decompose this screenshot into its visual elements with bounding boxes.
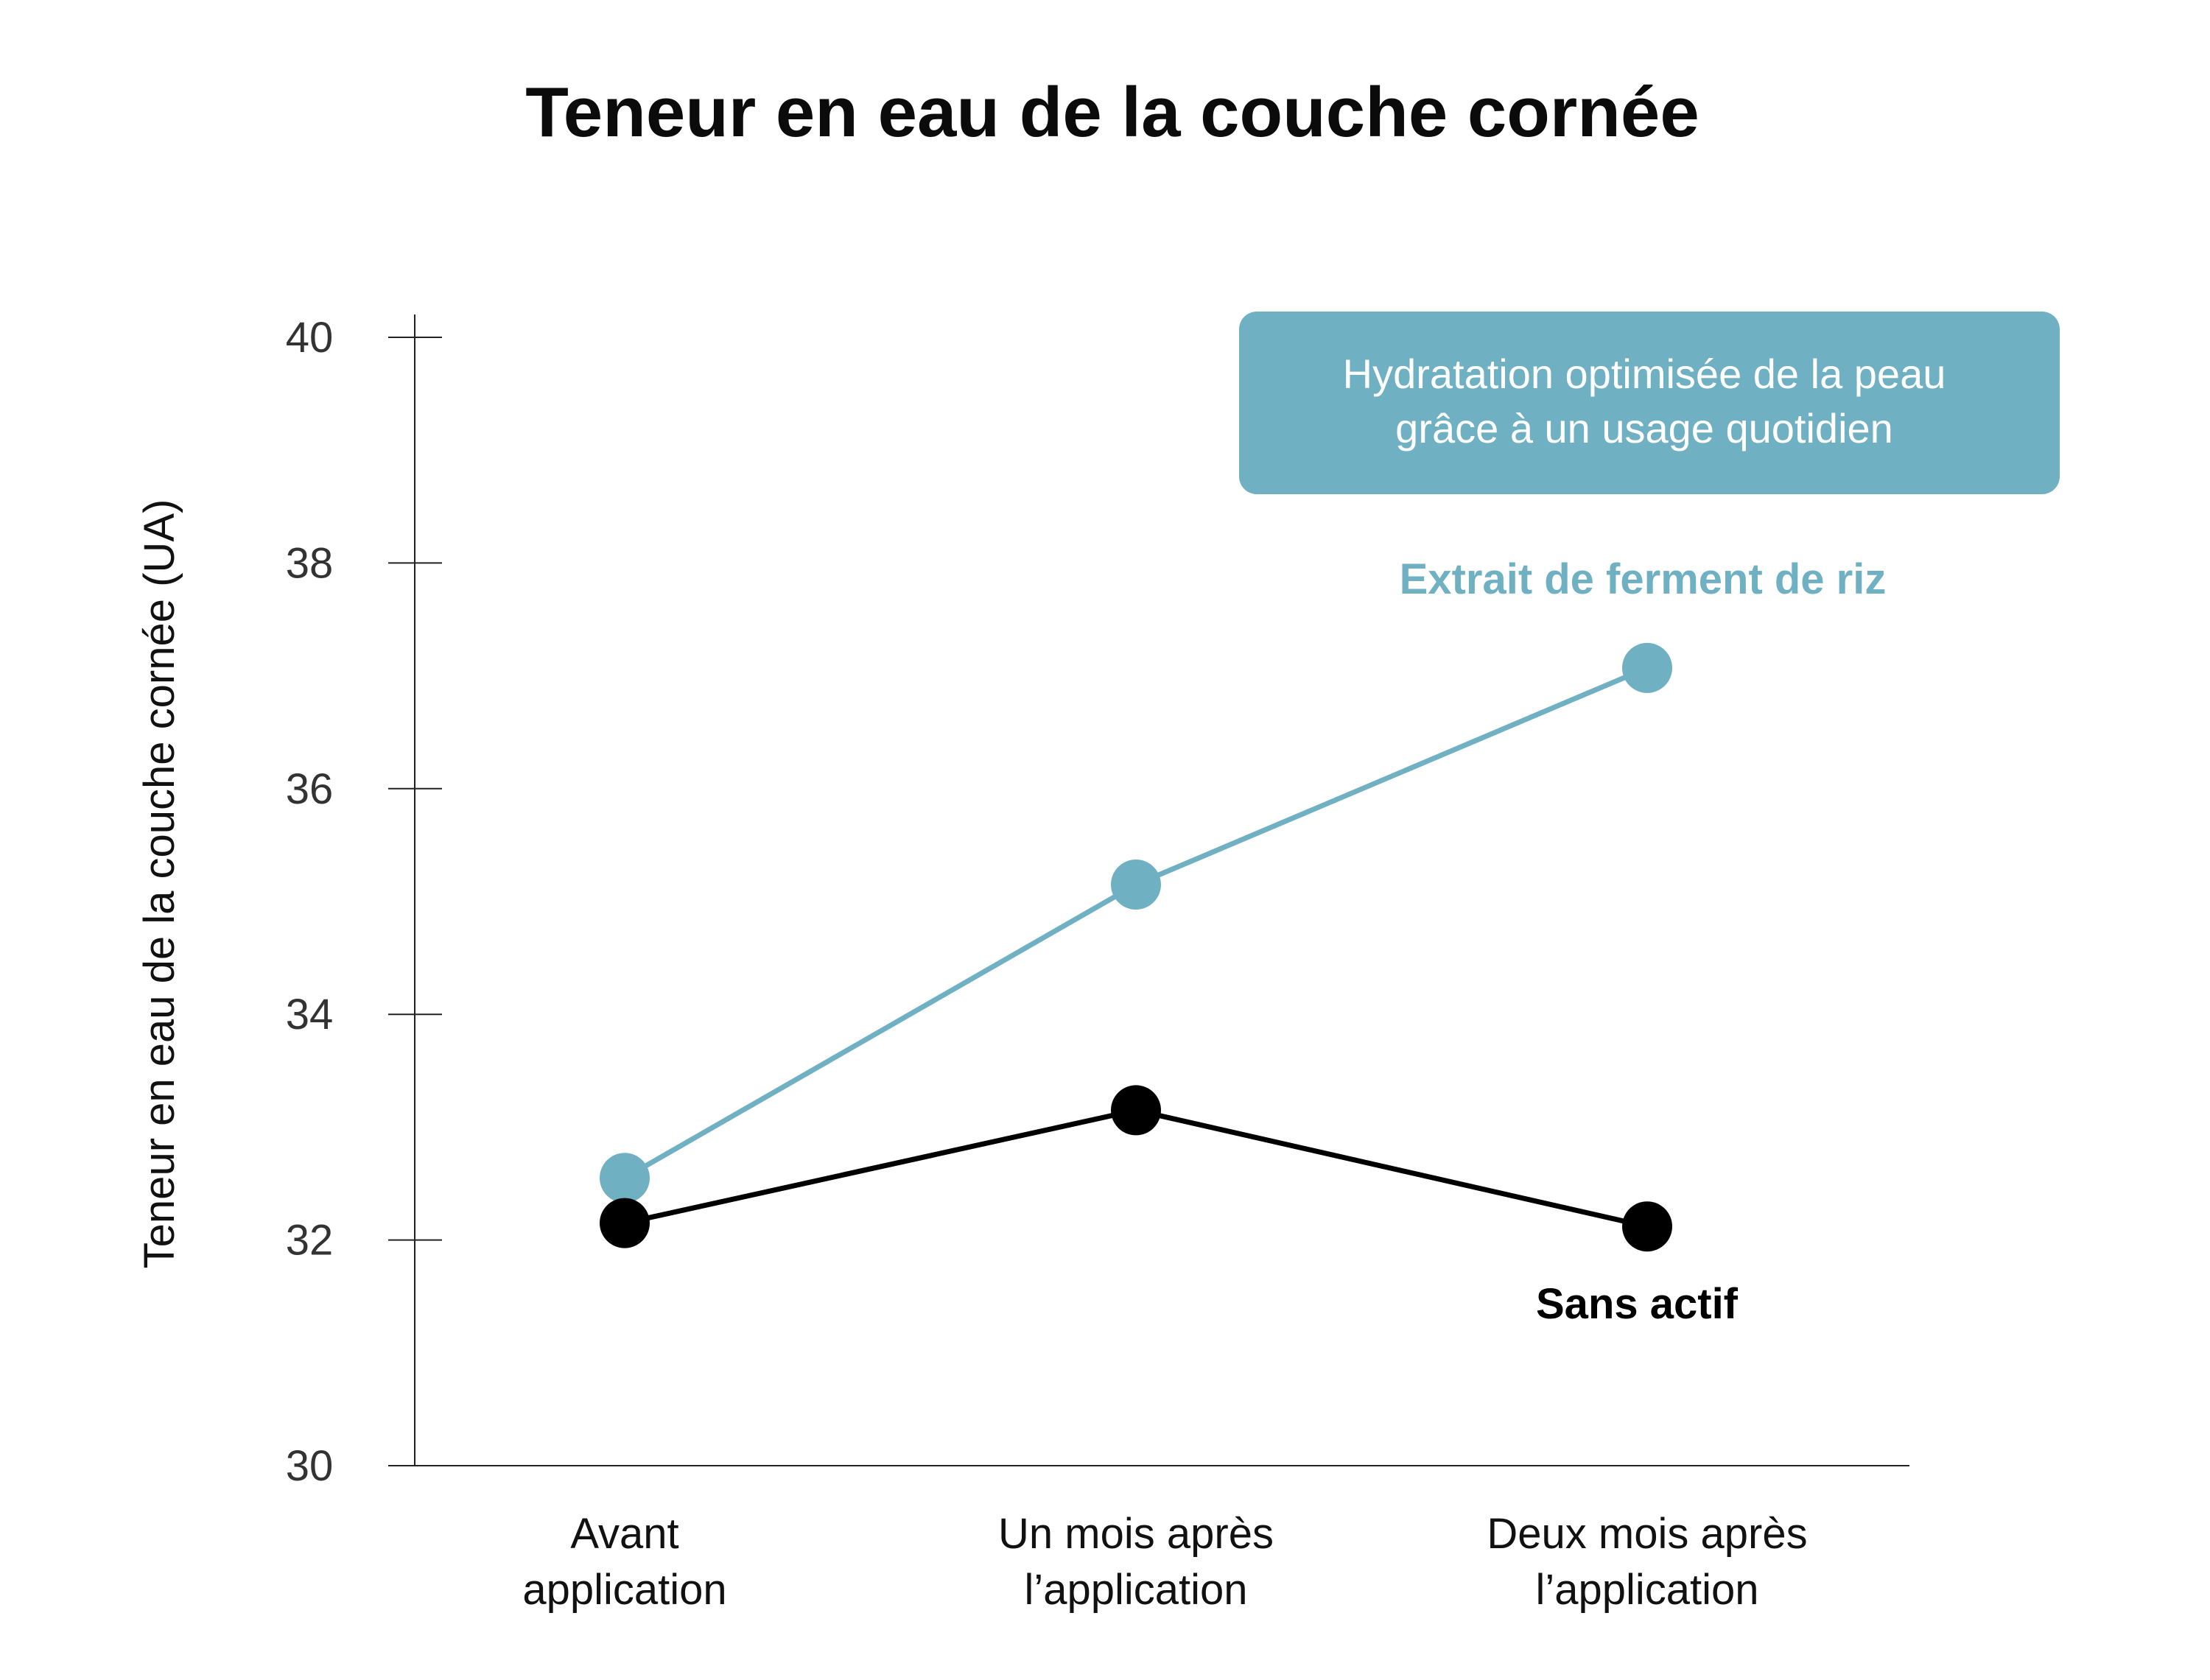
data-point	[1622, 1201, 1672, 1252]
y-tick-label: 36	[286, 765, 334, 813]
x-category-label: Avant	[570, 1510, 678, 1558]
y-tick-label: 38	[286, 539, 334, 587]
series-label-extrait-de-ferment-de-riz: Extrait de ferment de riz	[1400, 555, 1887, 603]
data-point	[1111, 1085, 1161, 1136]
series-points	[600, 642, 1672, 1252]
x-category-label: application	[522, 1566, 726, 1614]
annotation-box	[1239, 312, 2060, 494]
y-ticks: 30 32 34 36 38 40	[286, 314, 442, 1490]
y-axis-label: Teneur en eau de la couche cornée (UA)	[136, 499, 183, 1269]
x-category-label: l’application	[1024, 1566, 1247, 1614]
x-category-label: Un mois après	[998, 1510, 1274, 1558]
annotation-callout: Hydratation optimisée de la peau grâce à…	[1239, 312, 2060, 494]
y-tick-label: 30	[286, 1442, 334, 1490]
data-point	[1111, 860, 1161, 910]
series-label-sans-actif: Sans actif	[1536, 1280, 1739, 1328]
y-tick-label: 34	[286, 991, 334, 1038]
chart-title: Teneur en eau de la couche cornée	[525, 73, 1699, 152]
data-point	[600, 1198, 650, 1248]
x-category-label: Deux mois après	[1487, 1510, 1807, 1558]
x-category-label: l’application	[1535, 1566, 1758, 1614]
data-point	[600, 1153, 650, 1203]
series-lines	[623, 665, 1649, 1229]
y-tick-label: 32	[286, 1217, 334, 1265]
annotation-line-2: grâce à un usage quotidien	[1395, 405, 1893, 451]
annotation-line-1: Hydratation optimisée de la peau	[1343, 351, 1946, 397]
data-point	[1622, 642, 1672, 693]
x-category-labels: Avant application Un mois après l’applicati…	[522, 1510, 1807, 1614]
y-tick-label: 40	[286, 314, 334, 362]
